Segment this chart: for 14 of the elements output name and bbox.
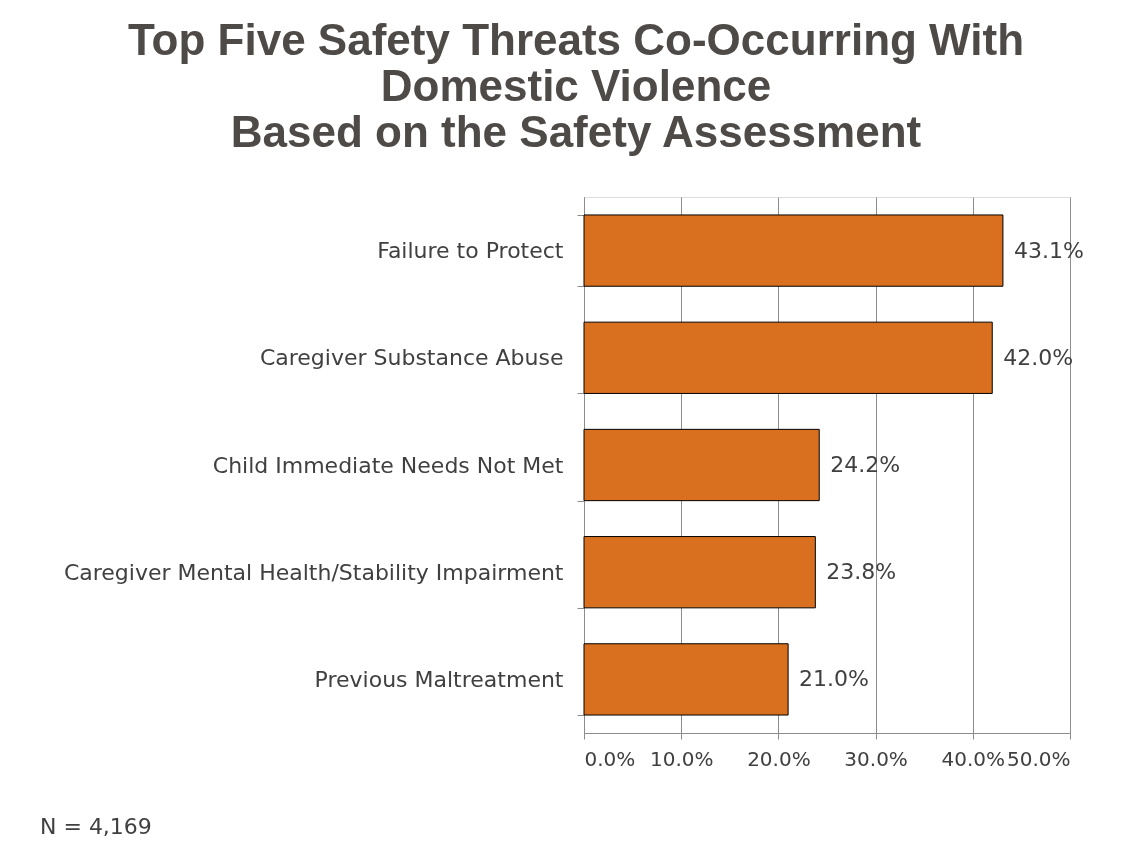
x-tick-label: 10.0% [649,746,714,771]
data-label: 21.0% [799,666,870,692]
x-tick-label: 20.0% [747,746,811,771]
y-tick-label: Caregiver Substance Abuse [259,345,564,371]
y-tick-label: Child Immediate Needs Not Met [212,452,564,478]
text: N = 4,169 [40,814,152,839]
x-tick-label: 30.0% [844,746,908,771]
y-tick-label: Failure to Protect [377,238,564,264]
x-tick-label: 50.0% [1006,746,1071,771]
chart-title: Top Five Safety Threats Co-Occurring With Domestic Violence Based on the Safety Assessment [127,15,1025,156]
x-tick-label: 40.0% [941,746,1006,771]
x-tick-label: 0.0% [584,746,636,771]
y-tick-label: Previous Maltreatment [314,666,564,692]
y-tick-label: Caregiver Mental Health/Stability Impairment [63,559,564,585]
